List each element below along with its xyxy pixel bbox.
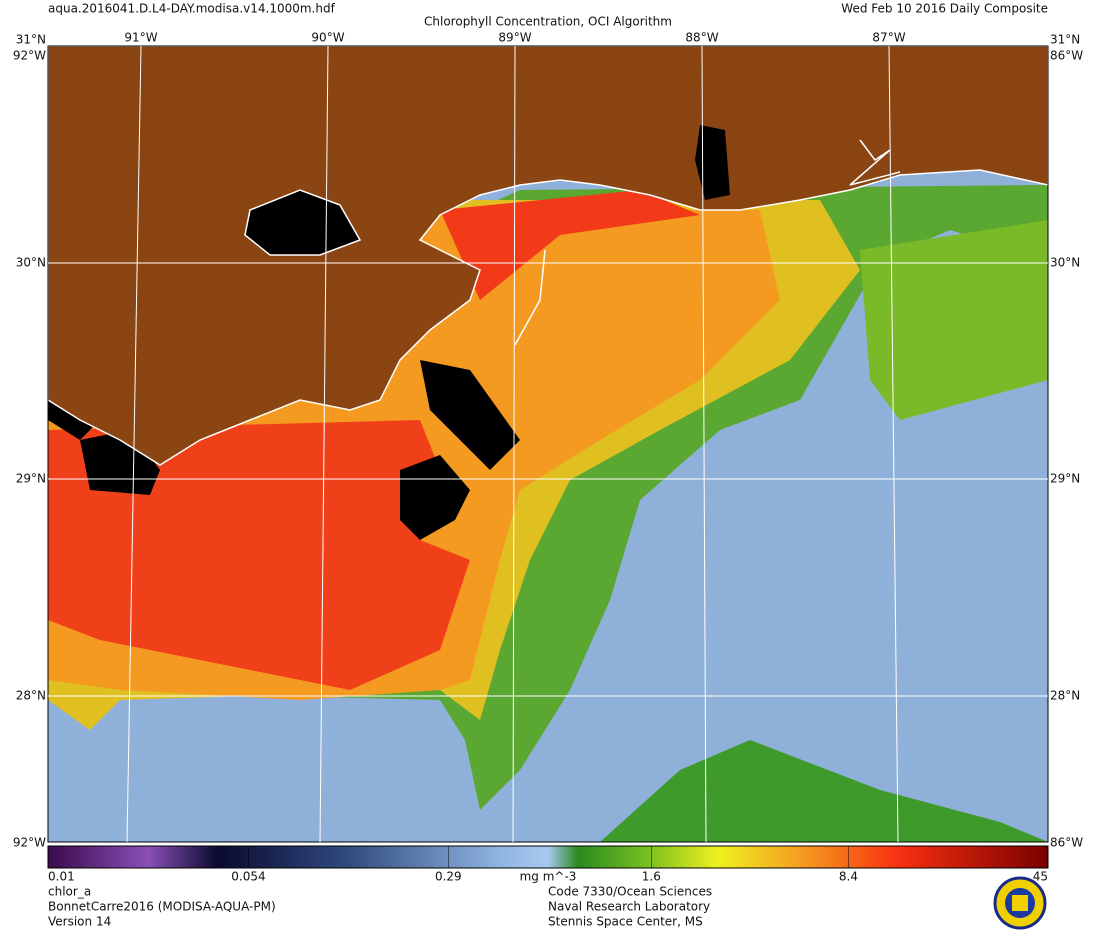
file-name: aqua.2016041.D.L4-DAY.modisa.v14.1000m.h…	[48, 2, 336, 16]
lon-line	[126, 45, 142, 843]
lat-label: 28°N	[16, 689, 46, 703]
map-title: Chlorophyll Concentration, OCI Algorithm	[424, 15, 672, 29]
lon-line	[701, 45, 707, 843]
lat-label: 28°N	[1050, 689, 1080, 703]
lon-label: 88°W	[685, 31, 718, 45]
colorbar-tick-label: 0.054	[231, 870, 265, 884]
lake	[244, 189, 362, 256]
lon-label: 87°W	[872, 31, 905, 45]
lon-labels: 91°W 90°W 89°W 88°W 87°W	[124, 31, 905, 45]
chl-green-bottom	[600, 740, 1048, 842]
lat-label: 30°N	[16, 256, 46, 270]
colorbar-tick-label: 8.4	[839, 870, 858, 884]
corner-label: 92°W	[13, 836, 46, 850]
lon-line	[319, 45, 329, 843]
chl-red	[48, 420, 470, 690]
lon-label: 90°W	[311, 31, 344, 45]
lat-label: 31°N	[1050, 33, 1080, 47]
colorbar-tick-label: 0.29	[435, 870, 462, 884]
map-image	[48, 46, 1048, 842]
corner-label: 86°W	[1050, 49, 1083, 63]
cloud	[420, 360, 520, 470]
lon-line	[512, 45, 516, 843]
colorbar-unit: mg m^-3	[520, 870, 577, 884]
colorbar-tick-label: 0.01	[48, 870, 75, 884]
footer-left: BonnetCarre2016 (MODISA-AQUA-PM)	[48, 900, 276, 914]
lon-label: 89°W	[498, 31, 531, 45]
lat-label: 29°N	[1050, 472, 1080, 486]
barrier-island	[514, 249, 546, 346]
graticule	[48, 45, 1048, 843]
lon-label: 91°W	[124, 31, 157, 45]
chl-green-east	[860, 220, 1048, 420]
lat-labels: 31°N 30°N 29°N 28°N 31°N 30°N 29°N 28°N …	[13, 33, 1083, 850]
colorbar-tick-label: 1.6	[642, 870, 661, 884]
chl-red-coast	[440, 190, 700, 300]
lon-line	[888, 45, 899, 843]
lat-label: 29°N	[16, 472, 46, 486]
corner-label: 86°W	[1050, 836, 1083, 850]
corner-label: 92°W	[13, 49, 46, 63]
footer-center: Code 7330/Ocean Sciences	[548, 885, 712, 899]
lat-label: 31°N	[16, 33, 46, 47]
footer-left: chlor_a	[48, 885, 91, 899]
footer-center: Naval Research Laboratory	[548, 900, 710, 914]
footer-left: Version 14	[48, 915, 111, 929]
cloud-lake	[695, 125, 730, 200]
map-frame	[47, 45, 1049, 843]
colorbar	[47, 845, 1049, 869]
cloud	[400, 455, 470, 540]
colorbar-ticks: 0.01 0.054 0.29 1.6 8.4 45	[47, 846, 1049, 884]
date-label: Wed Feb 10 2016 Daily Composite	[841, 2, 1048, 16]
colorbar-tick-label: 45	[1033, 870, 1048, 884]
footer-center: Stennis Space Center, MS	[548, 915, 703, 929]
lat-label: 30°N	[1050, 256, 1080, 270]
logo	[993, 876, 1047, 930]
land	[48, 46, 1048, 466]
